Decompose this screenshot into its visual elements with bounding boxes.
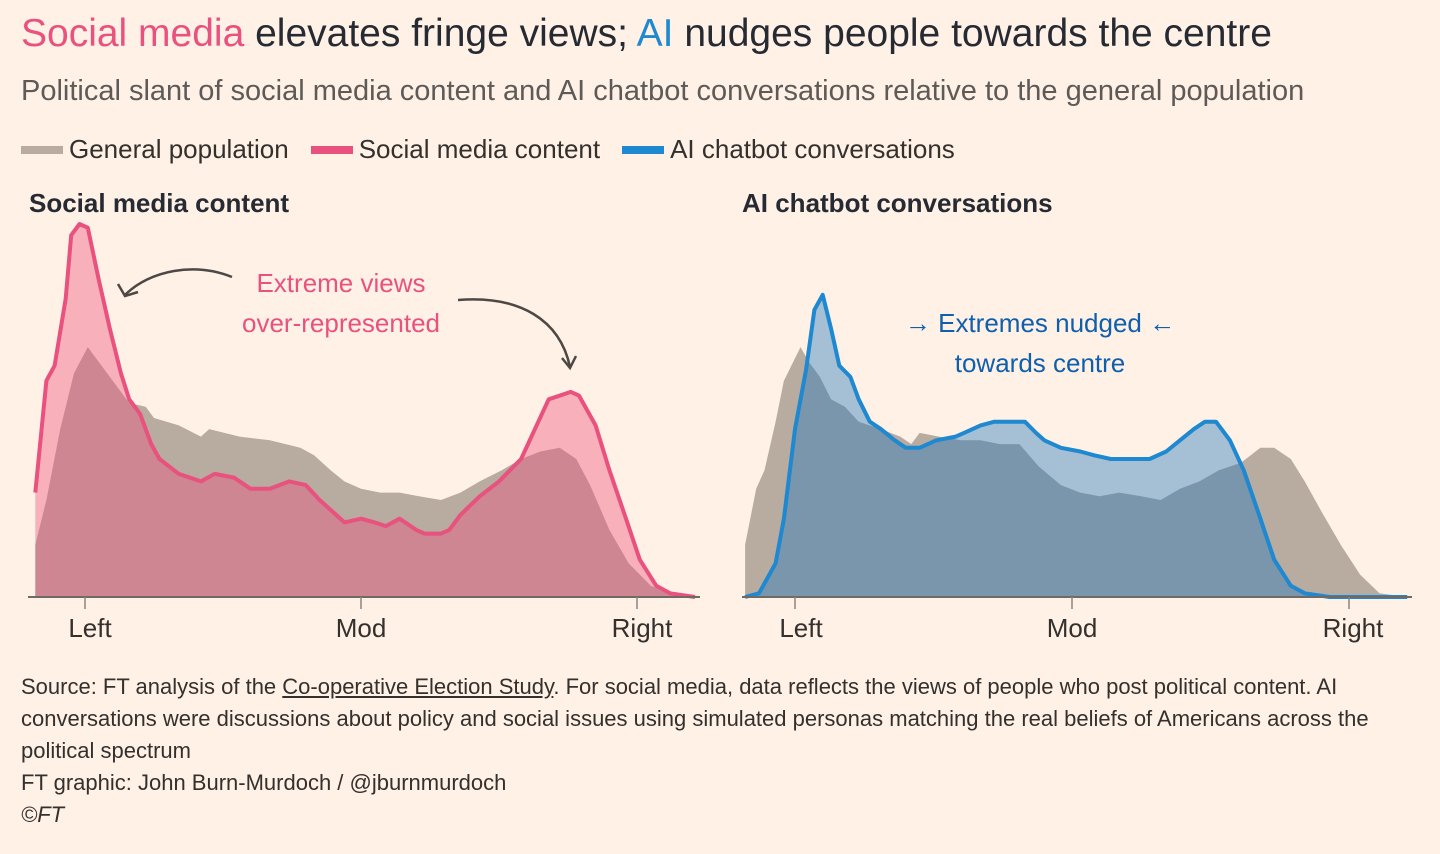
panel-title-ai: AI chatbot conversations bbox=[742, 188, 1053, 218]
arrowhead-icon bbox=[116, 283, 139, 298]
annotation-arrow-left bbox=[124, 268, 233, 296]
source-link[interactable]: Co-operative Election Study bbox=[282, 674, 554, 699]
annotation-line: over-represented bbox=[242, 308, 440, 338]
graphic-credit: FT graphic: John Burn-Murdoch / @jburnmu… bbox=[21, 770, 507, 795]
annotation-extremes-nudged: → Extremes nudged ← towards centre bbox=[880, 303, 1200, 383]
chart-title: Social media elevates fringe views; AI n… bbox=[21, 12, 1272, 56]
social-media-area bbox=[35, 224, 696, 597]
legend-item-social: Social media content bbox=[310, 134, 601, 165]
annotation-line: → Extremes nudged ← bbox=[904, 308, 1176, 338]
title-ai: AI bbox=[636, 12, 674, 55]
annotation-extreme-views: Extreme views over-represented bbox=[236, 263, 446, 343]
ai-chatbot-area bbox=[745, 294, 1408, 597]
legend-swatch-ai bbox=[622, 145, 665, 154]
tick-label-mod: Mod bbox=[335, 613, 387, 643]
source-prefix: Source: FT analysis of the bbox=[21, 674, 283, 699]
tick-label-right: Right bbox=[1322, 613, 1384, 643]
social-media-line bbox=[33, 222, 696, 599]
legend: General population Social media content … bbox=[21, 134, 955, 165]
annotation-line: Extreme views bbox=[256, 268, 426, 298]
annotation-arrow-right bbox=[457, 298, 572, 368]
ai-chatbot-line bbox=[744, 292, 1408, 599]
title-social-media: Social media bbox=[21, 12, 245, 55]
arrowhead-icon bbox=[561, 355, 578, 371]
chart-subtitle: Political slant of social media content … bbox=[21, 75, 1305, 107]
source-note: Source: FT analysis of the Co-operative … bbox=[21, 671, 1401, 831]
tick-label-left: Left bbox=[779, 613, 823, 643]
legend-swatch-general bbox=[21, 145, 63, 154]
title-text-1: elevates fringe views; bbox=[244, 12, 637, 55]
copyright: ©FT bbox=[21, 802, 65, 827]
tick-label-right: Right bbox=[611, 613, 673, 643]
legend-label: AI chatbot conversations bbox=[670, 134, 955, 164]
legend-item-ai: AI chatbot conversations bbox=[622, 134, 955, 165]
title-text-2: nudges people towards the centre bbox=[673, 12, 1272, 55]
panel-title-social: Social media content bbox=[29, 188, 290, 218]
annotation-line: towards centre bbox=[954, 348, 1126, 378]
legend-label: Social media content bbox=[358, 134, 601, 164]
tick-label-left: Left bbox=[68, 613, 112, 643]
legend-item-general: General population bbox=[21, 134, 289, 165]
legend-label: General population bbox=[69, 134, 289, 164]
general-population-area bbox=[745, 347, 1408, 597]
general-population-area bbox=[35, 347, 696, 597]
tick-label-mod: Mod bbox=[1046, 613, 1098, 643]
legend-swatch-social bbox=[310, 145, 353, 154]
source-text: . For social media, data reflects the vi… bbox=[21, 674, 1369, 763]
